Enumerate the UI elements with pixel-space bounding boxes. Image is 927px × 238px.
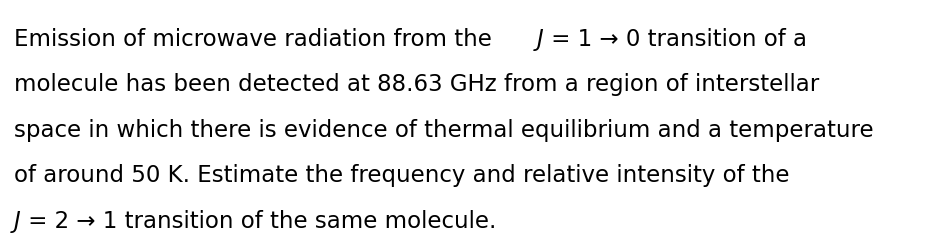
Text: molecule has been detected at 88.63 GHz from a region of interstellar: molecule has been detected at 88.63 GHz … [14,74,819,96]
Text: space in which there is evidence of thermal equilibrium and a temperature: space in which there is evidence of ther… [14,119,872,142]
Text: of around 50 K. Estimate the frequency and relative intensity of the: of around 50 K. Estimate the frequency a… [14,164,789,188]
Text: = 2 → 1 transition of the same molecule.: = 2 → 1 transition of the same molecule. [21,210,496,233]
Text: Emission of microwave radiation from the: Emission of microwave radiation from the [14,28,499,51]
Text: J: J [14,210,20,233]
Text: = 1 → 0 transition of a: = 1 → 0 transition of a [543,28,806,51]
Text: J: J [536,28,542,51]
